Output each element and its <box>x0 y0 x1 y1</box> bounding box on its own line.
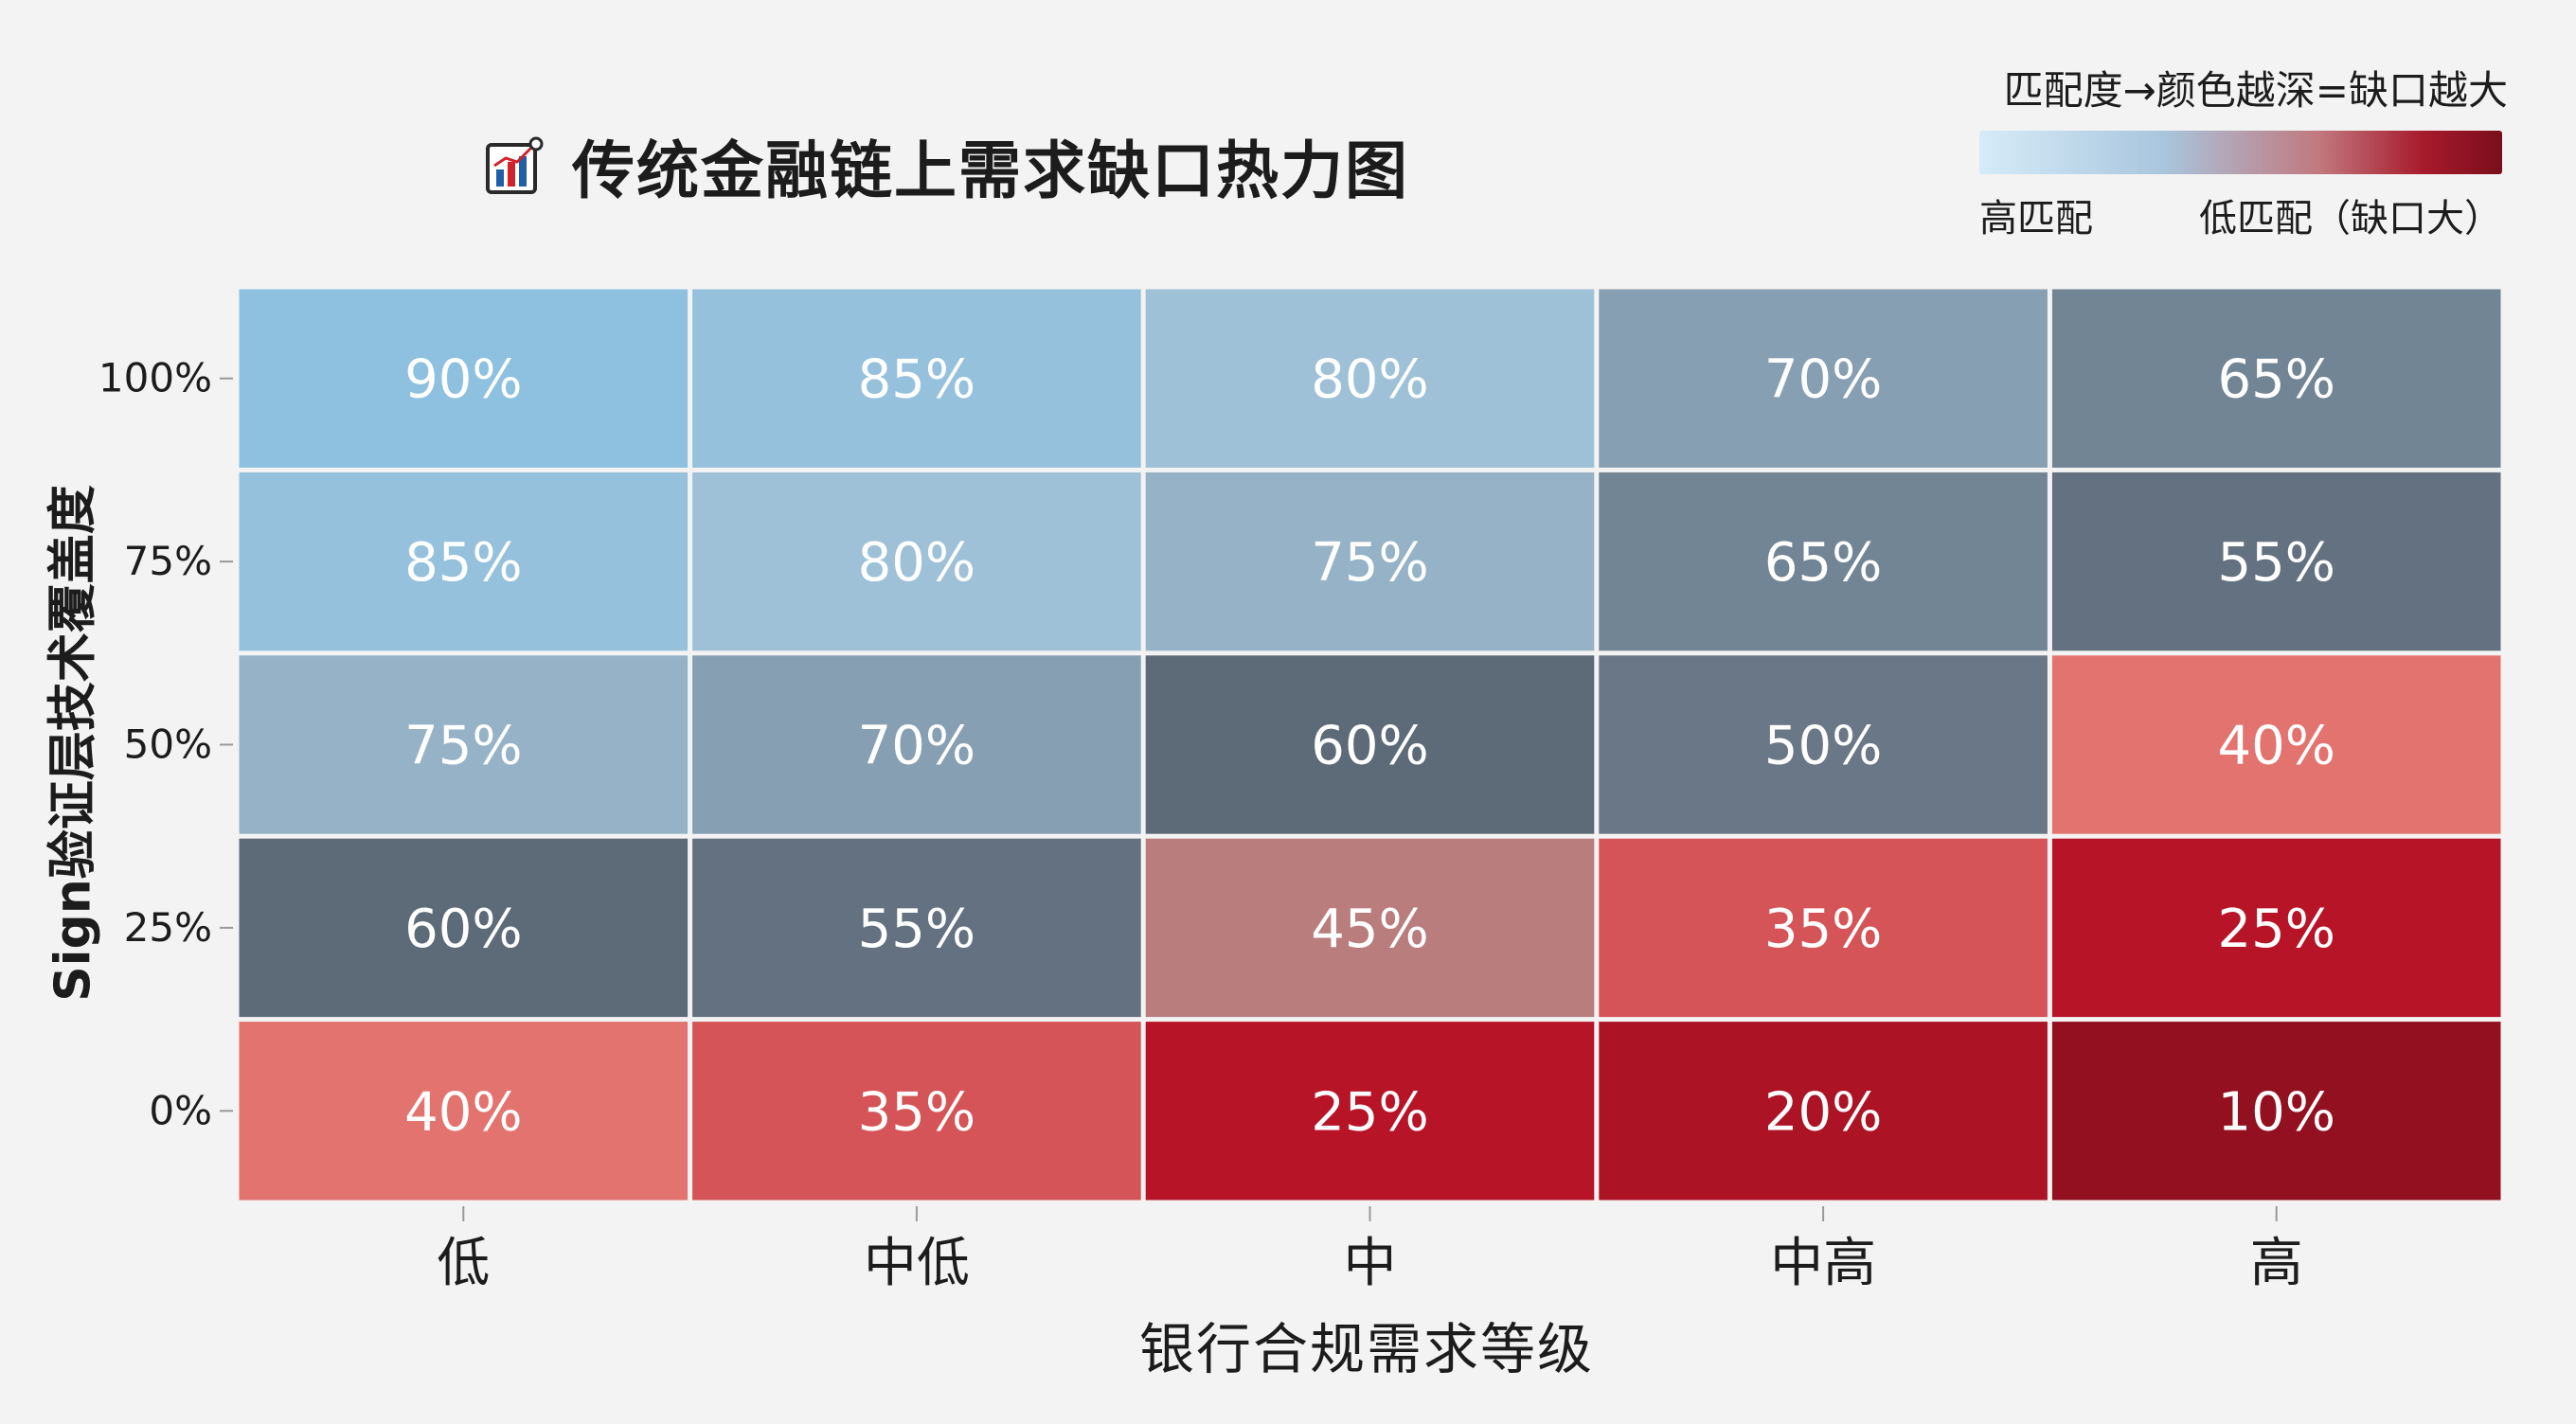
cell-value-label: 85% <box>404 532 522 594</box>
cell-value-label: 75% <box>404 716 522 777</box>
cell-value-label: 65% <box>2217 349 2334 411</box>
x-tick-label: 高 <box>2250 1233 2303 1294</box>
cell-value-label: 65% <box>1764 532 1882 594</box>
heatmap-cell <box>1599 289 2048 468</box>
cell-value-label: 85% <box>858 349 975 411</box>
heatmap-cell <box>2051 838 2501 1018</box>
y-tick-label: 25% <box>124 904 212 951</box>
heatmap-cell <box>239 655 689 834</box>
cell-value-label: 25% <box>1311 1081 1428 1143</box>
cell-value-label: 70% <box>858 716 975 777</box>
cell-value-label: 35% <box>1764 899 1882 960</box>
cell-value-label: 80% <box>858 532 975 594</box>
heatmap-cell <box>1599 838 2048 1018</box>
legend-high-label: 低匹配（缺口大） <box>2199 197 2502 240</box>
chart-title-area: 传统金融链上需求缺口热力图 <box>0 123 1894 208</box>
heatmap-cell <box>1145 1022 1595 1201</box>
heatmap-cell <box>692 472 1141 651</box>
heatmap-cell <box>692 289 1141 468</box>
heatmap-cell <box>2051 472 2501 651</box>
heatmap-cell <box>239 838 689 1018</box>
x-tick-label: 中高 <box>1770 1233 1876 1294</box>
heatmap-cell <box>1145 655 1595 834</box>
heatmap-cell <box>1145 289 1595 468</box>
legend-color-bar <box>1979 131 2502 174</box>
heatmap-cell <box>2051 655 2501 834</box>
heatmap-cell <box>1599 472 2048 651</box>
cell-value-label: 45% <box>1311 899 1428 960</box>
heatmap-cell <box>239 472 689 651</box>
cell-value-label: 50% <box>1764 716 1882 777</box>
chart-icon <box>486 136 544 194</box>
y-tick-label: 75% <box>124 538 212 584</box>
legend-title: 匹配度→颜色越深=缺口越大 <box>2003 67 2508 114</box>
y-tick-label: 100% <box>98 355 212 401</box>
chart-title: 传统金融链上需求缺口热力图 <box>572 134 1409 207</box>
cell-value-label: 90% <box>404 349 522 411</box>
x-axis-label: 银行合规需求等级 <box>1138 1317 1595 1381</box>
y-tick-label: 50% <box>124 721 212 768</box>
cell-value-label: 75% <box>1311 532 1428 594</box>
heatmap-cell <box>2051 1022 2501 1201</box>
x-tick-label: 中低 <box>864 1233 970 1294</box>
y-tick-label: 0% <box>149 1087 212 1133</box>
legend-low-label: 高匹配 <box>1979 197 2093 240</box>
heatmap-cell <box>1145 472 1595 651</box>
heatmap-cell <box>1145 838 1595 1018</box>
x-tick-label: 中 <box>1344 1233 1397 1294</box>
y-axis-label: Sign验证层技术覆盖度 <box>45 485 102 1002</box>
x-tick-label: 低 <box>437 1233 490 1294</box>
cell-value-label: 55% <box>858 899 975 960</box>
heatmap-cell <box>239 289 689 468</box>
heatmap-cell <box>692 655 1141 834</box>
cell-value-label: 55% <box>2217 532 2334 594</box>
cell-value-label: 35% <box>858 1081 975 1143</box>
heatmap-cell <box>1599 655 2048 834</box>
heatmap-cell <box>692 1022 1141 1201</box>
cell-value-label: 40% <box>2217 716 2334 777</box>
cell-value-label: 60% <box>404 899 522 960</box>
cell-value-label: 40% <box>404 1081 522 1143</box>
heatmap-cell <box>1599 1022 2048 1201</box>
cell-value-label: 60% <box>1311 716 1428 777</box>
cell-value-label: 80% <box>1311 349 1428 411</box>
cell-value-label: 10% <box>2217 1081 2334 1143</box>
cell-value-label: 70% <box>1764 349 1882 411</box>
heatmap-cell <box>692 838 1141 1018</box>
heatmap-cell <box>239 1022 689 1201</box>
cell-value-label: 25% <box>2217 899 2334 960</box>
cell-value-label: 20% <box>1764 1081 1882 1143</box>
heatmap-cell <box>2051 289 2501 468</box>
